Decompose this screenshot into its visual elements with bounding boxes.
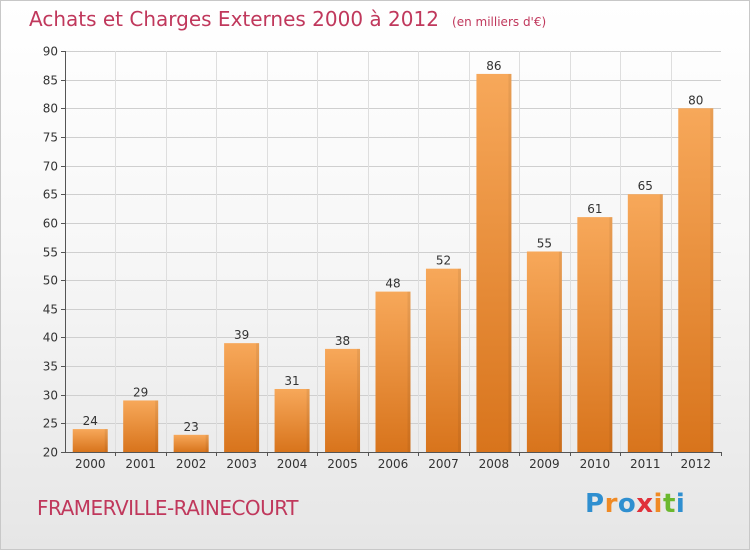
- x-tick-label: 2005: [327, 457, 358, 471]
- y-tick-label: 50: [43, 274, 58, 288]
- bar-shade: [357, 348, 361, 452]
- bar-value-label: 29: [133, 385, 148, 399]
- bar: [526, 251, 562, 452]
- brand-letter: x: [636, 489, 654, 519]
- bar-value-label: 80: [688, 93, 703, 107]
- bar-shade: [508, 73, 512, 453]
- bar-shade: [659, 194, 663, 452]
- x-tick-label: 2000: [75, 457, 106, 471]
- x-tick-label: 2001: [125, 457, 156, 471]
- x-tick-label: 2002: [176, 457, 207, 471]
- x-tick-label: 2008: [479, 457, 510, 471]
- bar: [325, 348, 361, 452]
- commune-name: FRAMERVILLE-RAINECOURT: [37, 496, 298, 520]
- bar: [476, 73, 512, 453]
- y-tick-label: 55: [43, 246, 58, 260]
- y-tick-label: 45: [43, 303, 58, 317]
- y-tick-label: 35: [43, 360, 58, 374]
- brand-logo[interactable]: Proxiti: [585, 489, 685, 519]
- bar-shade: [256, 343, 260, 452]
- bar-value-label: 65: [638, 179, 653, 193]
- bar: [123, 400, 159, 452]
- y-tick-label: 65: [43, 188, 58, 202]
- bar-value-label: 86: [486, 59, 501, 73]
- bar-shade: [710, 108, 714, 453]
- bar-shade: [407, 291, 411, 452]
- y-tick-label: 20: [43, 446, 58, 460]
- brand-letter: o: [617, 489, 637, 519]
- bar: [678, 108, 714, 453]
- bar-value-label: 61: [587, 202, 602, 216]
- bar: [274, 388, 310, 452]
- chart-header: Achats et Charges Externes 2000 à 2012 (…: [29, 7, 546, 31]
- bar-value-label: 31: [284, 374, 299, 388]
- y-tick-label: 75: [43, 131, 58, 145]
- x-tick-label: 2011: [630, 457, 661, 471]
- y-tick-label: 85: [43, 74, 58, 88]
- bar-shade: [104, 429, 108, 452]
- bar: [425, 268, 461, 452]
- brand-letter: i: [675, 489, 686, 519]
- bar-shade: [457, 268, 461, 452]
- y-axis-ticks: 20 25 30 35 40 45 50 55 60 65 70 75 80 85 90: [43, 45, 65, 460]
- x-tick-label: 2010: [580, 457, 611, 471]
- y-tick-label: 70: [43, 160, 58, 174]
- brand-letter: i: [653, 489, 663, 519]
- x-tick-label: 2004: [277, 457, 308, 471]
- y-tick-label: 90: [43, 45, 58, 59]
- bar-shade: [205, 434, 209, 452]
- brand-letter: t: [662, 489, 676, 519]
- bar-shade: [155, 400, 159, 452]
- axes: [65, 51, 721, 453]
- brand-letter: r: [604, 489, 618, 519]
- y-tick-label: 30: [43, 389, 58, 403]
- bar-shade: [558, 251, 562, 452]
- bar: [224, 343, 260, 452]
- bar: [72, 429, 108, 452]
- y-tick-label: 25: [43, 417, 58, 431]
- bars: [72, 73, 714, 453]
- y-tick-label: 60: [43, 217, 58, 231]
- bar-shade: [306, 388, 310, 452]
- brand-letter: P: [585, 489, 605, 519]
- bar-value-label: 24: [83, 414, 98, 428]
- x-tick-label: 2012: [680, 457, 711, 471]
- data-labels: 24 29 23 39 31 38 48 52 86 55 61 65 80: [83, 59, 704, 434]
- y-tick-label: 80: [43, 102, 58, 116]
- bar: [627, 194, 663, 452]
- bar: [375, 291, 411, 452]
- bar: [577, 217, 613, 452]
- x-tick-label: 2007: [428, 457, 459, 471]
- y-tick-label: 40: [43, 331, 58, 345]
- bar-shade: [609, 217, 613, 452]
- bar-value-label: 38: [335, 334, 350, 348]
- x-tick-label: 2003: [226, 457, 257, 471]
- bar-value-label: 55: [537, 237, 552, 251]
- bar-value-label: 52: [436, 254, 451, 268]
- x-axis-ticks: 2000 2001 2002 2003 2004 2005 2006 2007 2008 2009…: [75, 452, 722, 471]
- bar: [173, 434, 209, 452]
- x-tick-label: 2006: [378, 457, 409, 471]
- bar-value-label: 39: [234, 328, 249, 342]
- x-tick-label: 2009: [529, 457, 560, 471]
- bar-value-label: 23: [184, 420, 199, 434]
- chart-subtitle: (en milliers d'€): [452, 15, 547, 29]
- chart-title: Achats et Charges Externes 2000 à 2012: [29, 7, 439, 31]
- bar-value-label: 48: [385, 277, 400, 291]
